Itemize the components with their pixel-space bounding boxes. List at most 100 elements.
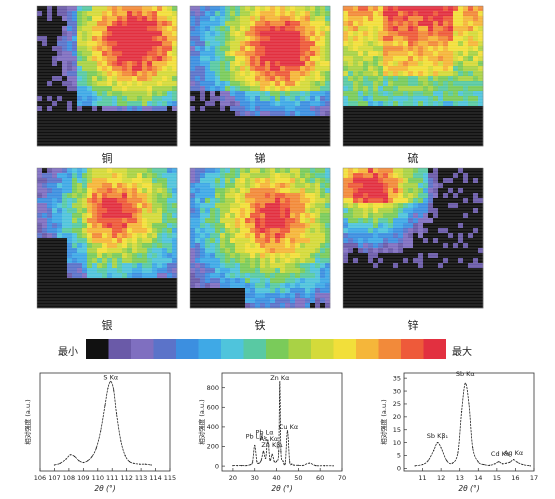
map-cell <box>408 198 414 204</box>
map-cell <box>122 233 128 239</box>
map-cell <box>195 136 201 142</box>
map-cell <box>97 183 103 189</box>
map-cell <box>413 11 419 17</box>
map-cell <box>315 298 321 304</box>
map-cell <box>157 61 163 67</box>
map-cell <box>433 198 439 204</box>
map-cell <box>378 111 384 117</box>
map-cell <box>315 61 321 67</box>
map-cell <box>358 111 364 117</box>
map-cell <box>270 116 276 122</box>
map-cell <box>195 131 201 137</box>
map-cell <box>210 91 216 97</box>
map-cell <box>172 303 178 309</box>
map-cell <box>348 36 354 42</box>
map-cell <box>373 46 379 52</box>
map-cell <box>368 26 374 32</box>
map-cell <box>240 258 246 264</box>
map-cell <box>200 198 206 204</box>
map-cell <box>205 66 211 72</box>
map-cell <box>255 248 261 254</box>
map-cell <box>72 303 78 309</box>
map-cell <box>82 203 88 209</box>
map-cell <box>200 273 206 279</box>
map-cell <box>245 173 251 179</box>
map-cell <box>320 193 326 199</box>
map-cell <box>290 283 296 289</box>
map-cell <box>408 218 414 224</box>
map-cell <box>167 101 173 107</box>
map-cell <box>195 208 201 214</box>
map-cell <box>388 283 394 289</box>
map-cell <box>305 283 311 289</box>
map-cell <box>325 56 331 62</box>
map-cell <box>112 91 118 97</box>
map-cell <box>473 298 479 304</box>
map-cell <box>295 26 301 32</box>
map-cell <box>300 11 306 17</box>
map-cell <box>458 278 464 284</box>
map-cell <box>225 223 231 229</box>
map-cell <box>62 31 68 37</box>
map-cell <box>200 193 206 199</box>
map-cell <box>190 136 196 142</box>
map-cell <box>270 213 276 219</box>
map-cell <box>275 86 281 92</box>
map-cell <box>167 298 173 304</box>
map-cell <box>260 268 266 274</box>
map-cell <box>122 293 128 299</box>
map-label: 锑 <box>254 152 266 165</box>
map-cell <box>245 208 251 214</box>
map-cell <box>82 248 88 254</box>
map-cell <box>320 198 326 204</box>
map-cell <box>137 263 143 269</box>
map-cell <box>358 288 364 294</box>
map-cell <box>383 126 389 132</box>
map-cell <box>92 16 98 22</box>
map-cell <box>343 86 349 92</box>
map-cell <box>67 263 73 269</box>
map-cell <box>62 61 68 67</box>
map-cell <box>343 268 349 274</box>
map-cell <box>423 248 429 254</box>
map-cell <box>295 121 301 127</box>
map-cell <box>393 116 399 122</box>
map-cell <box>458 193 464 199</box>
map-cell <box>102 121 108 127</box>
map-cell <box>265 101 271 107</box>
map-cell <box>235 273 241 279</box>
map-cell <box>112 131 118 137</box>
map-cell <box>305 16 311 22</box>
map-cell <box>77 61 83 67</box>
map-cell <box>215 243 221 249</box>
map-cell <box>265 31 271 37</box>
map-cell <box>230 228 236 234</box>
map-cell <box>423 183 429 189</box>
map-cell <box>403 263 409 269</box>
map-cell <box>200 91 206 97</box>
map-cell <box>473 51 479 57</box>
y-tick-label: 30 <box>393 387 401 395</box>
map-cell <box>428 283 434 289</box>
map-cell <box>368 303 374 309</box>
map-cell <box>280 36 286 42</box>
spectrum-point <box>232 465 234 467</box>
map-cell <box>240 16 246 22</box>
map-cell <box>255 116 261 122</box>
map-cell <box>458 273 464 279</box>
spectrum-point <box>95 447 97 449</box>
map-cell <box>147 136 153 142</box>
map-cell <box>162 66 168 72</box>
map-cell <box>260 36 266 42</box>
map-cell <box>57 233 63 239</box>
map-cell <box>438 178 444 184</box>
map-cell <box>157 253 163 259</box>
map-cell <box>220 258 226 264</box>
map-cell <box>378 178 384 184</box>
map-cell <box>363 223 369 229</box>
map-cell <box>285 66 291 72</box>
map-cell <box>305 86 311 92</box>
map-cell <box>348 178 354 184</box>
map-cell <box>305 41 311 47</box>
